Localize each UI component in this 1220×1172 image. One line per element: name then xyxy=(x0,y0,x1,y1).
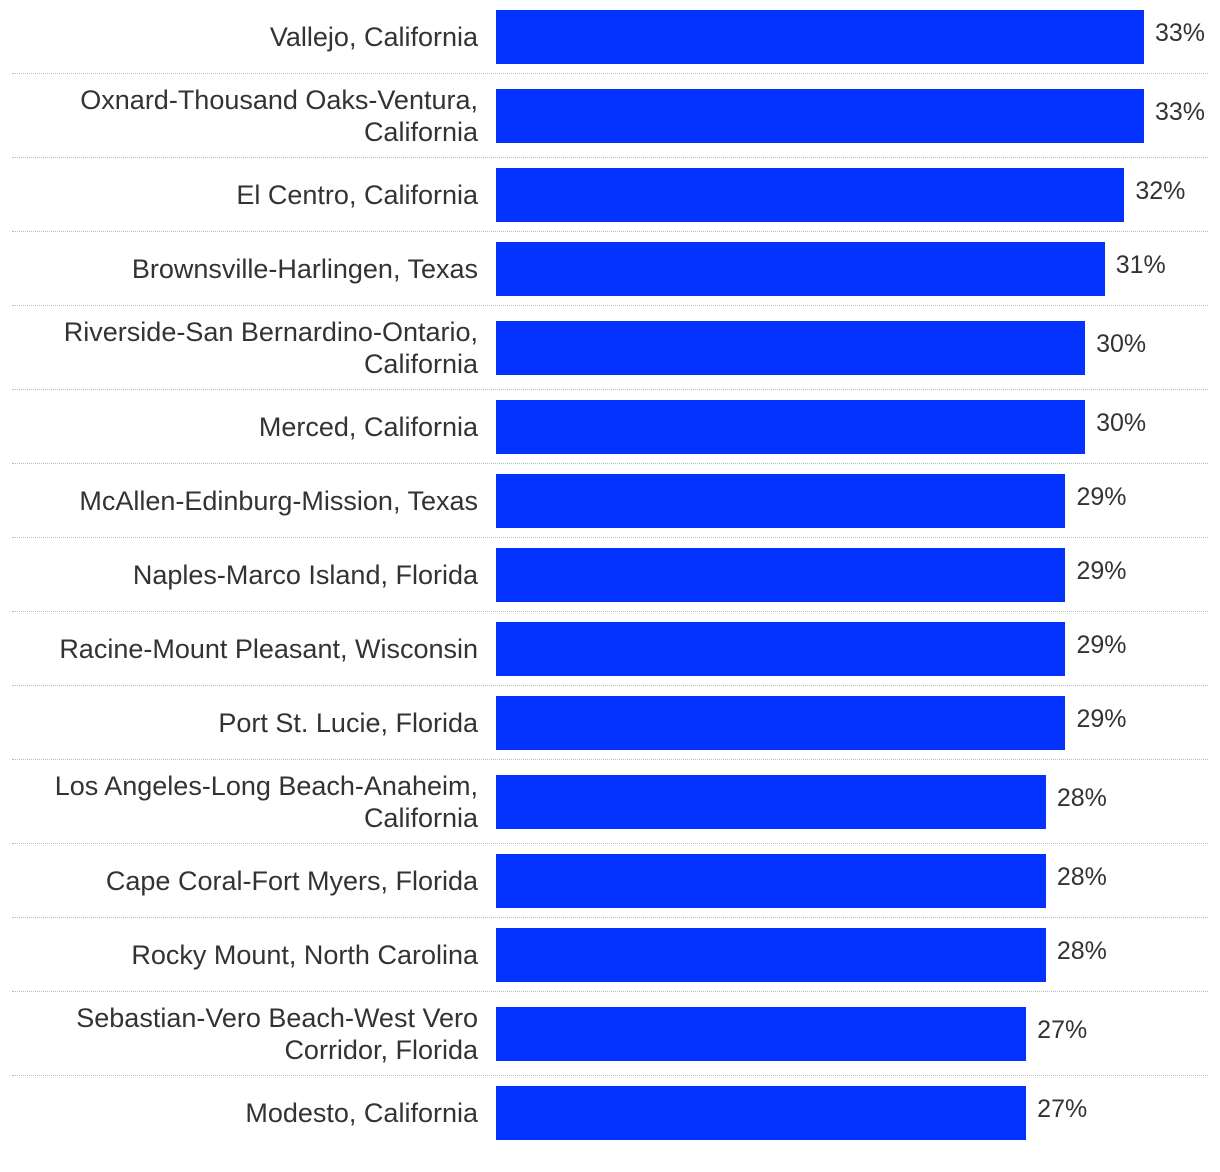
category-label: Cape Coral-Fort Myers, Florida xyxy=(12,844,478,918)
value-label: 33% xyxy=(1155,19,1206,47)
category-label-line: El Centro, California xyxy=(236,180,478,210)
bar-row: Modesto, California 27% xyxy=(0,1076,1220,1150)
value-label: 31% xyxy=(1115,251,1166,279)
bar-row: Vallejo, California 33% xyxy=(0,0,1220,74)
value-label: 32% xyxy=(1135,177,1186,205)
category-label: McAllen-Edinburg-Mission, Texas xyxy=(12,464,478,538)
row-divider xyxy=(12,991,1208,992)
bar-row: Los Angeles-Long Beach-Anaheim, Californi… xyxy=(0,760,1220,844)
category-label: Naples-Marco Island, Florida xyxy=(12,538,478,612)
category-label: Sebastian-Vero Beach-West Vero Corridor, … xyxy=(12,992,478,1076)
category-label: Los Angeles-Long Beach-Anaheim, Californi… xyxy=(12,760,478,844)
category-label-line: Racine-Mount Pleasant, Wisconsin xyxy=(59,634,478,664)
value-label: 27% xyxy=(1037,1016,1088,1044)
row-divider xyxy=(12,389,1208,390)
bar xyxy=(496,10,1144,64)
bar xyxy=(496,928,1046,982)
category-label-line: Oxnard-Thousand Oaks-Ventura, xyxy=(80,85,478,115)
bar-row: Rocky Mount, North Carolina 28% xyxy=(0,918,1220,992)
bar-row: Riverside-San Bernardino-Ontario, Califor… xyxy=(0,306,1220,390)
bar-row: Cape Coral-Fort Myers, Florida 28% xyxy=(0,844,1220,918)
bar-row: Oxnard-Thousand Oaks-Ventura, California 3… xyxy=(0,74,1220,158)
row-divider xyxy=(12,611,1208,612)
row-divider xyxy=(12,231,1208,232)
value-label: 28% xyxy=(1056,937,1107,965)
bar xyxy=(496,854,1046,908)
category-label: Port St. Lucie, Florida xyxy=(12,686,478,760)
bar-row: Brownsville-Harlingen, Texas 31% xyxy=(0,232,1220,306)
row-divider xyxy=(12,73,1208,74)
category-label-line: California xyxy=(363,803,478,833)
value-label: 29% xyxy=(1076,631,1127,659)
category-label: Racine-Mount Pleasant, Wisconsin xyxy=(12,612,478,686)
bar xyxy=(496,696,1066,750)
value-label: 30% xyxy=(1096,330,1147,358)
row-divider xyxy=(12,917,1208,918)
row-divider xyxy=(12,759,1208,760)
category-label: Riverside-San Bernardino-Ontario, Califor… xyxy=(12,306,478,390)
bar-row: El Centro, California 32% xyxy=(0,158,1220,232)
category-label-line: McAllen-Edinburg-Mission, Texas xyxy=(79,486,478,516)
bar xyxy=(496,321,1086,375)
category-label: Rocky Mount, North Carolina xyxy=(12,918,478,992)
category-label-line: California xyxy=(363,349,478,379)
bar xyxy=(496,89,1144,143)
value-label: 27% xyxy=(1037,1095,1088,1123)
bar-row: Naples-Marco Island, Florida 29% xyxy=(0,538,1220,612)
bar xyxy=(496,622,1066,676)
bar xyxy=(496,775,1046,829)
bar-row: Racine-Mount Pleasant, Wisconsin 29% xyxy=(0,612,1220,686)
value-label: 29% xyxy=(1076,557,1127,585)
value-label: 29% xyxy=(1076,483,1127,511)
row-divider xyxy=(12,685,1208,686)
category-label-line: Merced, California xyxy=(258,412,478,442)
category-label-line: Corridor, Florida xyxy=(284,1035,478,1065)
category-label-line: Los Angeles-Long Beach-Anaheim, xyxy=(54,771,478,801)
value-label: 29% xyxy=(1076,705,1127,733)
category-label-line: Riverside-San Bernardino-Ontario, xyxy=(63,317,478,347)
bar xyxy=(496,474,1066,528)
bar xyxy=(496,1086,1027,1140)
category-label-line: Port St. Lucie, Florida xyxy=(218,708,478,738)
bar xyxy=(496,548,1066,602)
category-label-line: Naples-Marco Island, Florida xyxy=(132,560,478,590)
row-divider xyxy=(12,463,1208,464)
category-label-line: Modesto, California xyxy=(245,1098,478,1128)
category-label: El Centro, California xyxy=(12,158,478,232)
bar-row: Sebastian-Vero Beach-West Vero Corridor, … xyxy=(0,992,1220,1076)
value-label: 33% xyxy=(1155,98,1206,126)
row-divider xyxy=(12,1075,1208,1076)
category-label: Vallejo, California xyxy=(12,0,478,74)
value-label: 28% xyxy=(1056,863,1107,891)
value-label: 30% xyxy=(1096,409,1147,437)
bar-row: Port St. Lucie, Florida 29% xyxy=(0,686,1220,760)
category-label: Brownsville-Harlingen, Texas xyxy=(12,232,478,306)
bar-row: McAllen-Edinburg-Mission, Texas 29% xyxy=(0,464,1220,538)
category-label-line: Vallejo, California xyxy=(269,22,478,52)
category-label-line: Cape Coral-Fort Myers, Florida xyxy=(105,866,478,896)
category-label-line: Sebastian-Vero Beach-West Vero xyxy=(76,1003,478,1033)
row-divider xyxy=(12,843,1208,844)
row-divider xyxy=(12,157,1208,158)
category-label: Oxnard-Thousand Oaks-Ventura, California xyxy=(12,74,478,158)
bar-row: Merced, California 30% xyxy=(0,390,1220,464)
category-label-line: California xyxy=(363,117,478,147)
category-label-line: Rocky Mount, North Carolina xyxy=(131,940,478,970)
category-label: Modesto, California xyxy=(12,1076,478,1150)
value-label: 28% xyxy=(1056,784,1107,812)
row-divider xyxy=(12,305,1208,306)
category-label: Merced, California xyxy=(12,390,478,464)
bar xyxy=(496,400,1086,454)
category-label-line: Brownsville-Harlingen, Texas xyxy=(131,254,478,284)
bar xyxy=(496,168,1125,222)
bar xyxy=(496,242,1105,296)
bar xyxy=(496,1007,1027,1061)
row-divider xyxy=(12,537,1208,538)
